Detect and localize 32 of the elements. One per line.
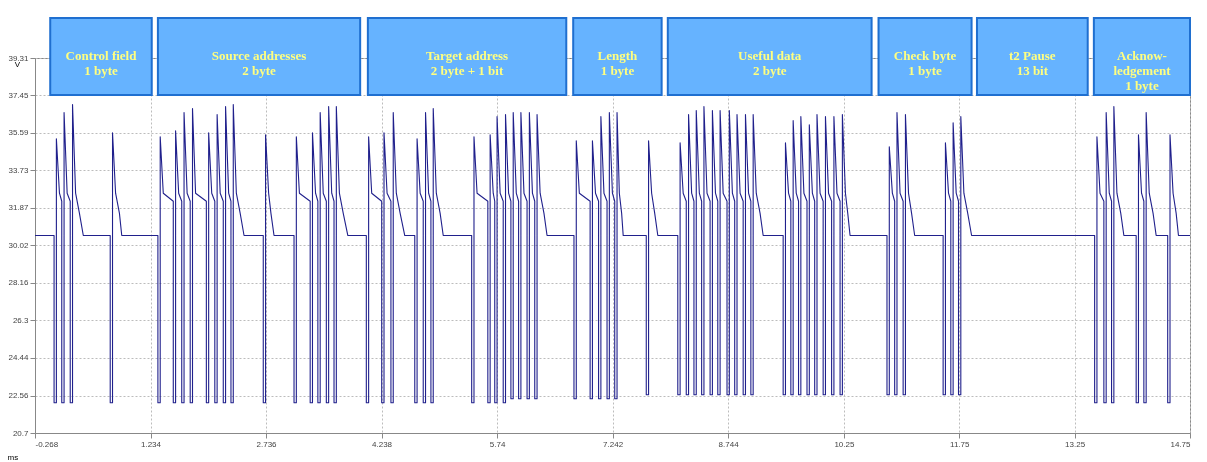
x-tick-label: 1.234 [141, 439, 162, 449]
band-label: Target address 2 byte + 1 bit [426, 48, 509, 78]
y-tick-label: 20.7 [12, 428, 30, 438]
y-tick-label: 39.31 [8, 53, 30, 63]
band-label: Control field 1 byte [65, 48, 138, 78]
band-label: Acknow- ledgement 1 byte [1113, 48, 1172, 93]
y-tick-label: 30.02 [8, 240, 30, 250]
x-axis-title: ms [7, 452, 19, 462]
x-tick-label: 2.736 [256, 439, 278, 449]
x-tick-label: 11.75 [950, 439, 971, 449]
line-series [35, 104, 1190, 404]
y-tick-label: 35.59 [8, 128, 30, 138]
band-label: Length 1 byte [597, 48, 639, 78]
y-tick-label: 28.16 [8, 278, 30, 288]
band-label: Source addresses 2 byte [211, 48, 307, 78]
band-label: t2 Pause 13 bit [1009, 48, 1056, 78]
y-tick-label: 31.87 [8, 203, 30, 213]
x-tick-label: 14.75 [1170, 439, 1192, 449]
y-tick-label: 26.3 [12, 315, 30, 325]
x-tick-label: 8.744 [718, 439, 740, 449]
x-tick-label: -0.268 [35, 439, 59, 449]
band-label: Useful data 2 byte [738, 48, 802, 78]
x-tick-label: 5.74 [489, 439, 506, 449]
band-label: Check byte 1 byte [893, 48, 957, 78]
y-tick-label: 37.45 [8, 90, 30, 100]
x-tick-label: 13.25 [1065, 439, 1086, 449]
x-tick-label: 4.238 [372, 439, 393, 449]
x-tick-label: 7.242 [603, 439, 624, 449]
y-tick-label: 33.73 [8, 165, 30, 175]
y-tick-label: 24.44 [8, 353, 30, 363]
x-tick-label: 10.25 [834, 439, 855, 449]
y-tick-label: 22.56 [8, 391, 30, 401]
